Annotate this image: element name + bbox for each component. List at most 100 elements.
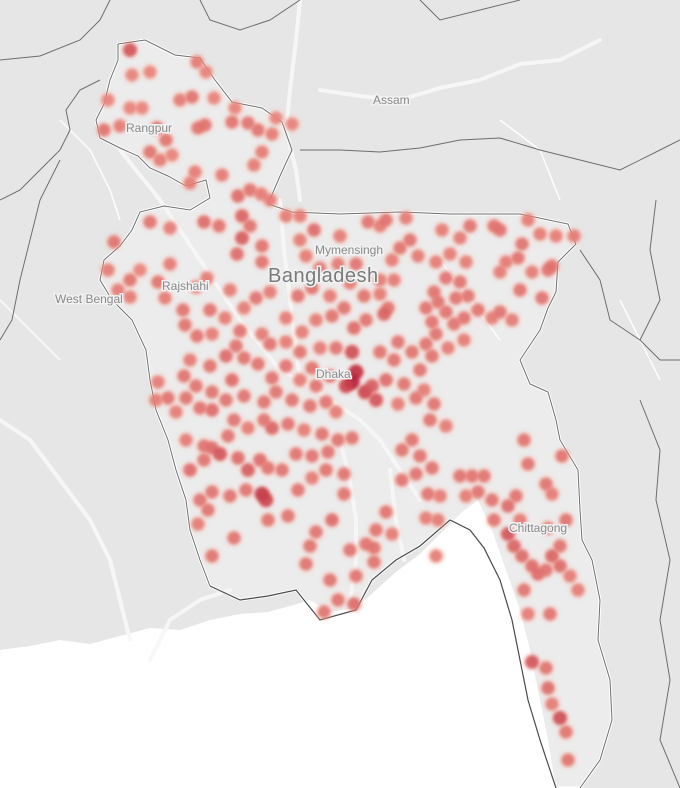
hotspot-point[interactable] (517, 433, 531, 447)
hotspot-point[interactable] (295, 325, 309, 339)
hotspot-point[interactable] (349, 569, 363, 583)
hotspot-point[interactable] (188, 165, 202, 179)
hotspot-point[interactable] (230, 247, 244, 261)
hotspot-point[interactable] (373, 345, 387, 359)
hotspot-point[interactable] (183, 176, 197, 190)
hotspot-point[interactable] (559, 513, 573, 527)
hotspot-point[interactable] (241, 421, 255, 435)
hotspot-point[interactable] (231, 189, 245, 203)
hotspot-point[interactable] (286, 118, 298, 130)
hotspot-point[interactable] (263, 285, 277, 299)
hotspot-point[interactable] (411, 249, 425, 263)
hotspot-point[interactable] (243, 183, 257, 197)
hotspot-point[interactable] (397, 377, 411, 391)
hotspot-point[interactable] (183, 353, 197, 367)
hotspot-point[interactable] (198, 118, 212, 132)
hotspot-point[interactable] (299, 249, 313, 263)
hotspot-point[interactable] (545, 259, 559, 273)
hotspot-point[interactable] (163, 257, 177, 271)
hotspot-point[interactable] (179, 433, 193, 447)
hotspot-point[interactable] (317, 605, 331, 619)
hotspot-point[interactable] (293, 209, 307, 223)
hotspot-point[interactable] (251, 357, 265, 371)
hotspot-point[interactable] (539, 563, 553, 577)
hotspot-point[interactable] (205, 549, 219, 563)
hotspot-point[interactable] (183, 463, 197, 477)
hotspot-point[interactable] (205, 403, 219, 417)
hotspot-point[interactable] (505, 313, 519, 327)
hotspot-point[interactable] (215, 168, 229, 182)
hotspot-point[interactable] (513, 513, 527, 527)
hotspot-point[interactable] (429, 255, 443, 269)
hotspot-point[interactable] (158, 291, 172, 305)
hotspot-point[interactable] (253, 453, 267, 467)
hotspot-point[interactable] (305, 281, 319, 295)
hotspot-point[interactable] (429, 549, 443, 563)
hotspot-point[interactable] (447, 317, 461, 331)
hotspot-point[interactable] (465, 469, 479, 483)
hotspot-point[interactable] (403, 233, 417, 247)
hotspot-point[interactable] (453, 275, 467, 289)
hotspot-point[interactable] (237, 351, 251, 365)
hotspot-point[interactable] (367, 555, 381, 569)
hotspot-point[interactable] (535, 291, 549, 305)
hotspot-point[interactable] (323, 573, 337, 587)
hotspot-point[interactable] (471, 485, 485, 499)
hotspot-point[interactable] (227, 531, 241, 545)
hotspot-point[interactable] (203, 359, 217, 373)
hotspot-point[interactable] (325, 309, 339, 323)
hotspot-point[interactable] (427, 397, 441, 411)
hotspot-point[interactable] (221, 429, 235, 443)
hotspot-point[interactable] (393, 241, 407, 255)
hotspot-point[interactable] (365, 379, 379, 393)
hotspot-point[interactable] (377, 307, 391, 321)
hotspot-point[interactable] (193, 493, 207, 507)
hotspot-point[interactable] (265, 127, 279, 141)
hotspot-point[interactable] (343, 543, 357, 557)
hotspot-point[interactable] (521, 457, 535, 471)
hotspot-point[interactable] (305, 449, 319, 463)
hotspot-point[interactable] (153, 153, 167, 167)
hotspot-point[interactable] (501, 499, 515, 513)
hotspot-point[interactable] (395, 443, 409, 457)
hotspot-point[interactable] (107, 235, 121, 249)
hotspot-point[interactable] (555, 449, 569, 463)
hotspot-point[interactable] (405, 433, 419, 447)
hotspot-point[interactable] (525, 265, 539, 279)
hotspot-point[interactable] (229, 102, 241, 114)
hotspot-point[interactable] (227, 413, 241, 427)
hotspot-point[interactable] (429, 327, 443, 341)
hotspot-point[interactable] (239, 483, 253, 497)
hotspot-point[interactable] (173, 93, 187, 107)
hotspot-point[interactable] (539, 661, 553, 675)
hotspot-point[interactable] (487, 513, 501, 527)
hotspot-point[interactable] (299, 557, 313, 571)
hotspot-point[interactable] (279, 359, 293, 373)
hotspot-point[interactable] (405, 345, 419, 359)
hotspot-point[interactable] (347, 597, 361, 611)
hotspot-point[interactable] (235, 209, 249, 223)
hotspot-point[interactable] (395, 473, 409, 487)
hotspot-point[interactable] (255, 145, 269, 159)
hotspot-point[interactable] (261, 513, 275, 527)
hotspot-point[interactable] (281, 417, 295, 431)
hotspot-point[interactable] (521, 213, 535, 227)
hotspot-point[interactable] (285, 393, 299, 407)
hotspot-point[interactable] (124, 102, 136, 114)
hotspot-point[interactable] (419, 511, 433, 525)
hotspot-point[interactable] (333, 229, 347, 243)
hotspot-point[interactable] (293, 233, 307, 247)
hotspot-point[interactable] (193, 401, 207, 415)
hotspot-point[interactable] (419, 337, 433, 351)
hotspot-point[interactable] (321, 445, 335, 459)
hotspot-point[interactable] (102, 94, 114, 106)
hotspot-point[interactable] (545, 549, 559, 563)
hotspot-point[interactable] (323, 369, 337, 383)
hotspot-point[interactable] (223, 489, 237, 503)
hotspot-point[interactable] (189, 379, 203, 393)
hotspot-point[interactable] (457, 311, 471, 325)
hotspot-point[interactable] (279, 311, 293, 325)
hotspot-point[interactable] (263, 193, 277, 207)
hotspot-point[interactable] (493, 223, 507, 237)
hotspot-point[interactable] (427, 285, 441, 299)
